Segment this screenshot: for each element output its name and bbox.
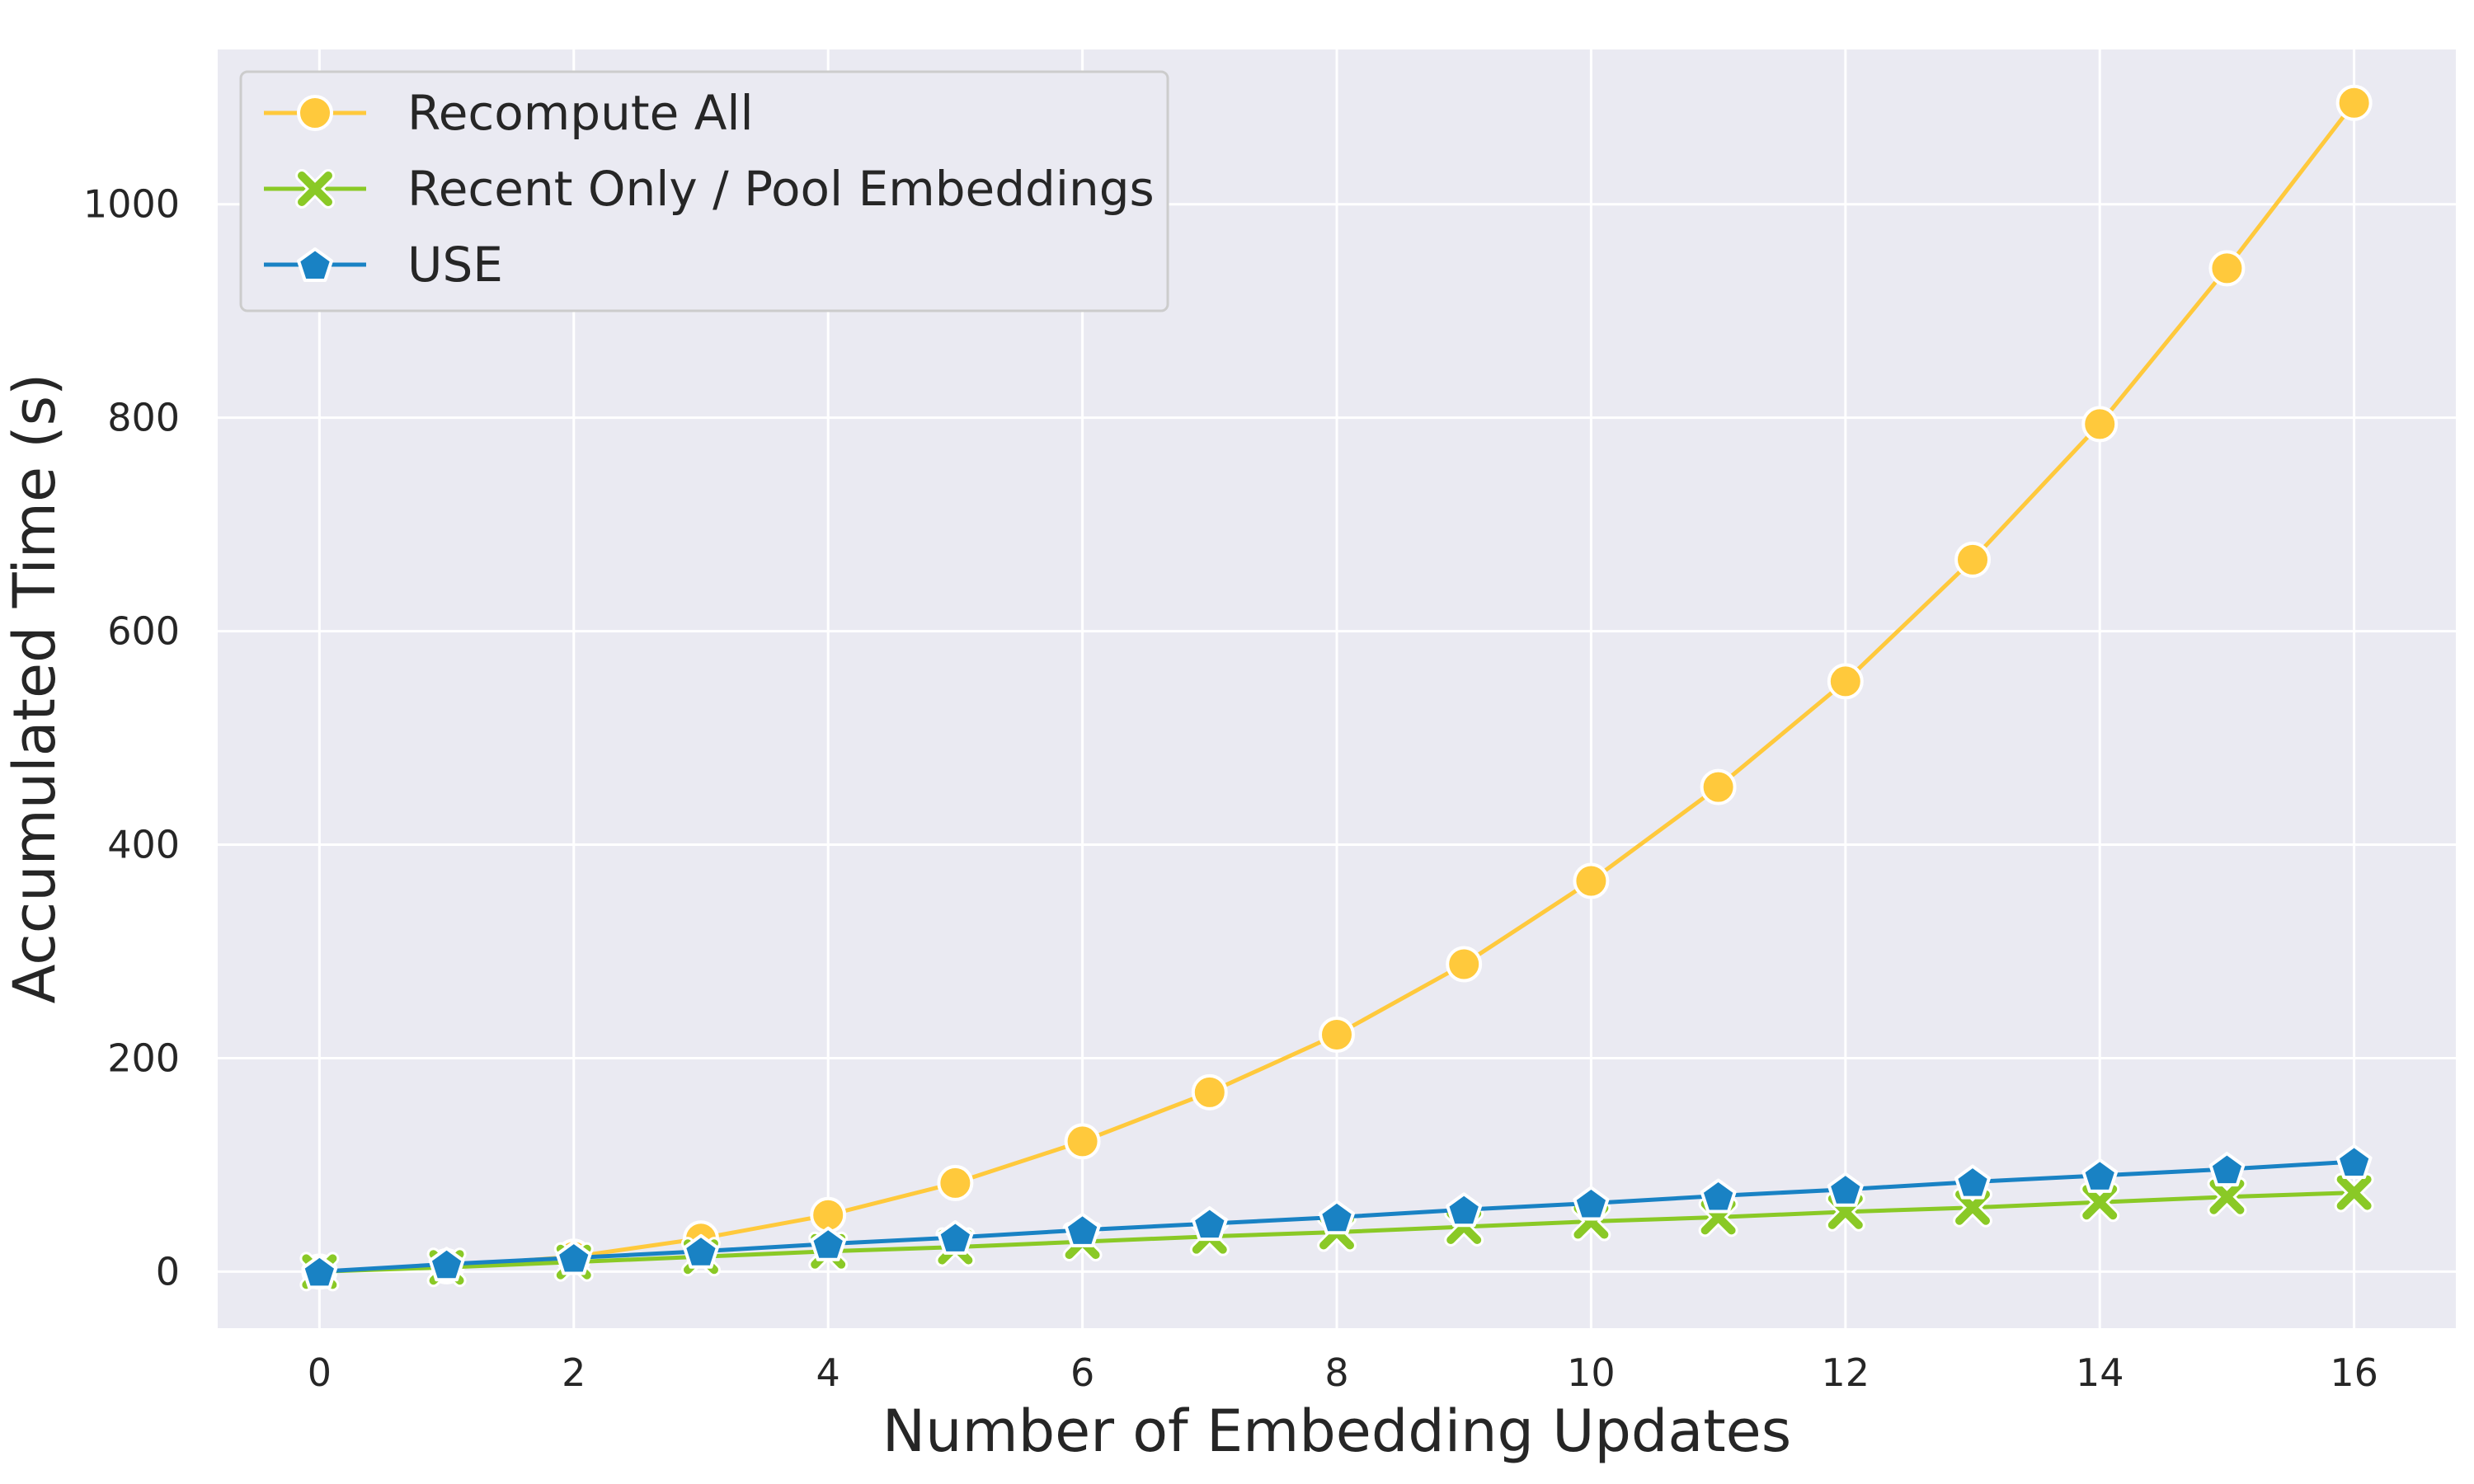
y-tick-label: 0 — [156, 1249, 180, 1294]
data-point-use — [810, 1226, 847, 1261]
data-point-use — [555, 1240, 592, 1275]
data-point-use — [2335, 1144, 2373, 1179]
y-tick-labels: 0 200 400 600 800 1000 — [83, 182, 180, 1294]
data-point-use — [1319, 1200, 1355, 1235]
data-point-use — [2208, 1152, 2246, 1187]
data-point-use — [301, 1254, 338, 1289]
x-tick-label: 4 — [816, 1350, 840, 1395]
legend-marker-recent-only-pool-embeddings — [295, 169, 335, 209]
legend-label: Recompute All — [407, 85, 754, 141]
legend-entry-use: USE — [264, 237, 503, 293]
data-point-recompute-all — [1191, 1073, 1228, 1111]
legend-label: Recent Only / Pool Embeddings — [407, 161, 1155, 217]
y-tick-label: 1000 — [83, 182, 180, 227]
x-tick-label: 16 — [2330, 1350, 2378, 1395]
data-point-use — [1954, 1164, 1991, 1200]
x-tick-label: 14 — [2076, 1350, 2124, 1395]
legend-label: USE — [407, 237, 503, 293]
data-point-recompute-all — [1700, 768, 1737, 805]
data-point-recompute-all — [1064, 1123, 1101, 1160]
data-point-recompute-all — [1827, 663, 1864, 700]
x-tick-label: 0 — [308, 1350, 332, 1395]
data-point-recompute-all — [1446, 946, 1483, 983]
data-point-recompute-all — [2335, 84, 2373, 121]
data-point-use — [1573, 1186, 1610, 1221]
y-axis-label: Accumulated Time (s) — [1, 373, 68, 1004]
x-tick-label: 8 — [1324, 1350, 1348, 1395]
data-point-recompute-all — [937, 1164, 974, 1201]
legend-marker-use — [297, 247, 333, 282]
data-point-recent-only-pool-embeddings — [2207, 1176, 2247, 1217]
data-point-use — [2081, 1158, 2119, 1193]
data-point-recompute-all — [2208, 250, 2246, 287]
x-tick-label: 2 — [562, 1350, 586, 1395]
data-point-recompute-all — [1954, 541, 1992, 578]
y-tick-label: 600 — [107, 609, 180, 654]
data-point-recompute-all — [2081, 406, 2119, 443]
data-point-use — [937, 1220, 974, 1255]
series-layer — [299, 84, 2374, 1292]
data-point-recent-only-pool-embeddings — [2080, 1182, 2120, 1223]
data-point-use — [683, 1233, 719, 1269]
data-point-recent-only-pool-embeddings — [2334, 1172, 2374, 1213]
y-tick-label: 400 — [107, 823, 180, 867]
legend: Recompute All Recent Only / Pool Embeddin… — [239, 70, 1169, 312]
series-use — [301, 1144, 2373, 1289]
x-tick-label: 10 — [1567, 1350, 1616, 1395]
data-point-use — [1700, 1178, 1737, 1214]
x-axis-label: Number of Embedding Updates — [882, 1397, 1791, 1465]
data-point-use — [1064, 1212, 1101, 1247]
data-point-use — [1827, 1172, 1864, 1207]
data-point-use — [428, 1247, 465, 1282]
legend-marker-recompute-all — [297, 95, 333, 131]
x-tick-label: 12 — [1822, 1350, 1870, 1395]
x-tick-label: 6 — [1070, 1350, 1094, 1395]
data-point-use — [1191, 1206, 1228, 1242]
data-point-recompute-all — [1319, 1016, 1355, 1053]
legend-frame — [239, 70, 1169, 312]
legend-entries: Recompute All Recent Only / Pool Embeddin… — [264, 85, 1155, 293]
x-tick-labels: 0 2 4 6 8 10 12 14 16 — [308, 1350, 2378, 1395]
legend-entry-recompute-all: Recompute All — [264, 85, 754, 141]
y-tick-label: 200 — [107, 1036, 180, 1080]
data-point-recompute-all — [1573, 862, 1610, 899]
y-tick-label: 800 — [107, 396, 180, 440]
legend-entry-recent-only-pool-embeddings: Recent Only / Pool Embeddings — [264, 161, 1155, 217]
data-point-use — [1446, 1192, 1483, 1228]
